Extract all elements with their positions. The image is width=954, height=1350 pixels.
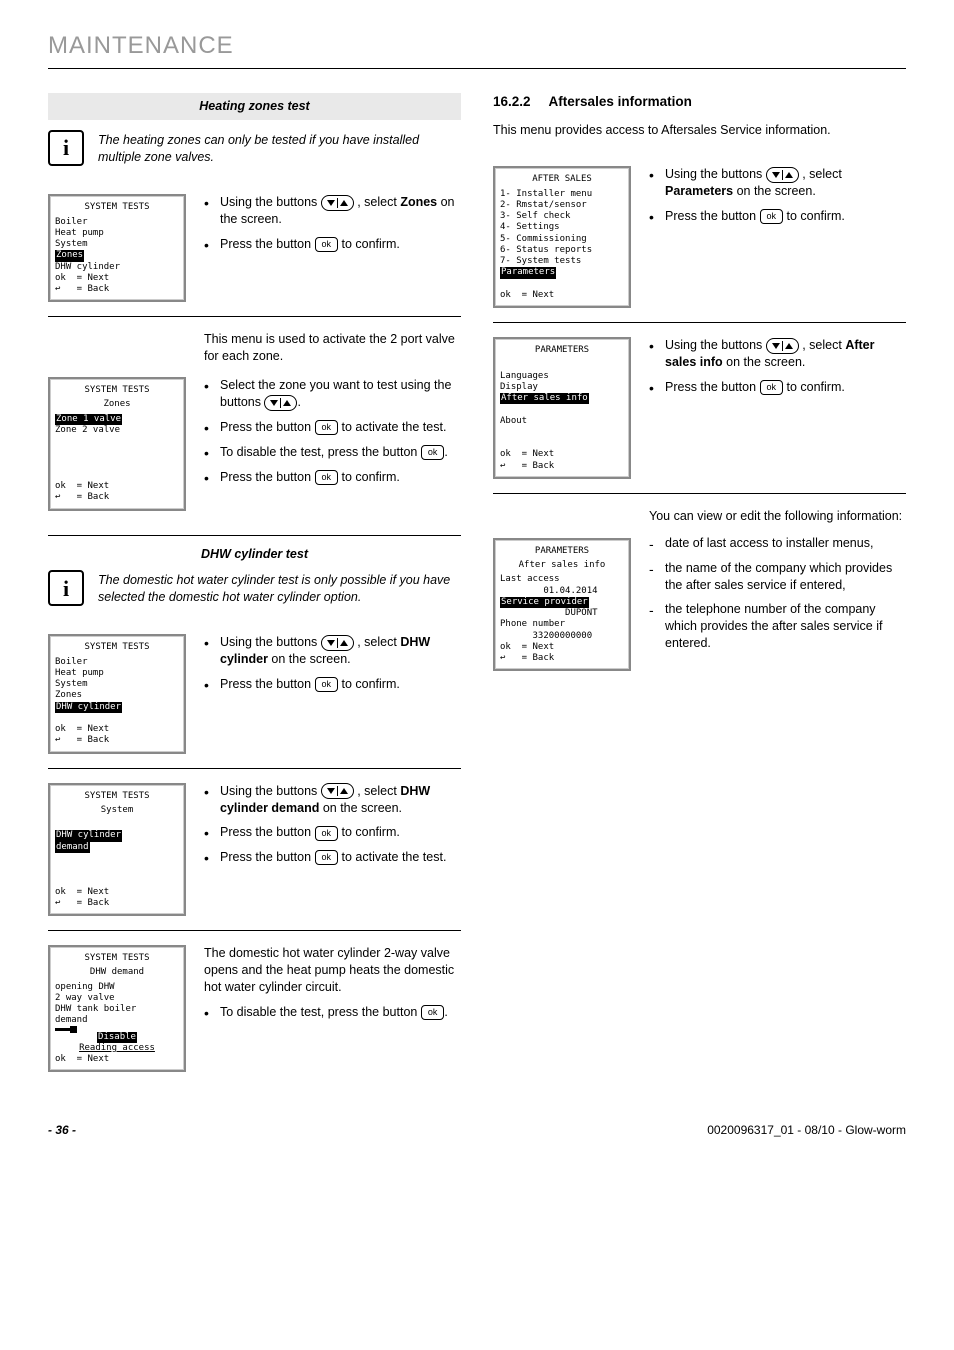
lcd-screen: SYSTEM TESTS Boiler Heat pump System Zon…	[48, 634, 186, 753]
instructions: Using the buttons , select DHW cylinder …	[204, 783, 461, 875]
instructions: Using the buttons , select Zones on the …	[204, 194, 461, 261]
lcd-screen: AFTER SALES 1- Installer menu 2- Rmstat/…	[493, 166, 631, 308]
up-down-button	[264, 395, 297, 411]
up-down-button	[766, 167, 799, 183]
ok-button: ok	[315, 826, 339, 841]
content-columns: Heating zones test i The heating zones c…	[48, 93, 906, 1086]
lcd-screen: SYSTEM TESTS Zones Zone 1 valve Zone 2 v…	[48, 377, 186, 511]
info-icon: i	[48, 570, 84, 606]
dhw-title: DHW cylinder test	[48, 535, 461, 563]
step-block: SYSTEM TESTS Boiler Heat pump System Zon…	[48, 620, 461, 768]
section-heading: 16.2.2Aftersales information	[493, 93, 906, 111]
lcd-screen: SYSTEM TESTS DHW demand opening DHW 2 wa…	[48, 945, 186, 1072]
page-title: MAINTENANCE	[48, 30, 906, 69]
instructions: The domestic hot water cylinder 2-way va…	[204, 945, 461, 1029]
info-note-2: i The domestic hot water cylinder test i…	[48, 570, 461, 606]
instructions: Using the buttons , select DHW cylinder …	[204, 634, 461, 701]
ok-button: ok	[421, 445, 445, 460]
ok-button: ok	[315, 420, 339, 435]
step-block: SYSTEM TESTS Boiler Heat pump System Zon…	[48, 180, 461, 317]
lcd-screen: PARAMETERS After sales info Last access …	[493, 538, 631, 672]
info-text: The heating zones can only be tested if …	[98, 130, 461, 166]
instructions: You can view or edit the following infor…	[649, 508, 906, 660]
instructions: Using the buttons , select Parameters on…	[649, 166, 906, 233]
step-block: AFTER SALES 1- Installer menu 2- Rmstat/…	[493, 152, 906, 323]
step-block: SYSTEM TESTS Zones Zone 1 valve Zone 2 v…	[48, 377, 461, 525]
step-block: PARAMETERS Languages Display After sales…	[493, 323, 906, 494]
ok-button: ok	[315, 470, 339, 485]
ok-button: ok	[421, 1005, 445, 1020]
step-block: SYSTEM TESTS DHW demand opening DHW 2 wa…	[48, 931, 461, 1086]
intro-text: This menu provides access to Aftersales …	[493, 122, 906, 139]
instructions: Using the buttons , select After sales i…	[649, 337, 906, 404]
instructions: Select the zone you want to test using t…	[204, 377, 461, 493]
page-number: - 36 -	[48, 1122, 76, 1138]
ok-button: ok	[315, 850, 339, 865]
step-block: PARAMETERS After sales info Last access …	[493, 494, 906, 686]
step-block: SYSTEM TESTS System DHW cylinder demand …	[48, 769, 461, 932]
page-footer: - 36 - 0020096317_01 - 08/10 - Glow-worm	[48, 1122, 906, 1138]
up-down-button	[321, 195, 354, 211]
lcd-screen: PARAMETERS Languages Display After sales…	[493, 337, 631, 479]
ok-button: ok	[315, 677, 339, 692]
up-down-button	[766, 338, 799, 354]
info-text: The domestic hot water cylinder test is …	[98, 570, 461, 606]
lcd-screen: SYSTEM TESTS Boiler Heat pump System Zon…	[48, 194, 186, 302]
intro-text: This menu is used to activate the 2 port…	[204, 331, 461, 365]
lcd-screen: SYSTEM TESTS System DHW cylinder demand …	[48, 783, 186, 917]
heating-zones-title: Heating zones test	[48, 93, 461, 120]
ok-button: ok	[315, 237, 339, 252]
info-note-1: i The heating zones can only be tested i…	[48, 130, 461, 166]
doc-id: 0020096317_01 - 08/10 - Glow-worm	[707, 1122, 906, 1138]
left-column: Heating zones test i The heating zones c…	[48, 93, 461, 1086]
up-down-button	[321, 635, 354, 651]
ok-button: ok	[760, 209, 784, 224]
up-down-button	[321, 783, 354, 799]
step-block: This menu is used to activate the 2 port…	[48, 317, 461, 377]
info-icon: i	[48, 130, 84, 166]
right-column: 16.2.2Aftersales information This menu p…	[493, 93, 906, 1086]
ok-button: ok	[760, 380, 784, 395]
